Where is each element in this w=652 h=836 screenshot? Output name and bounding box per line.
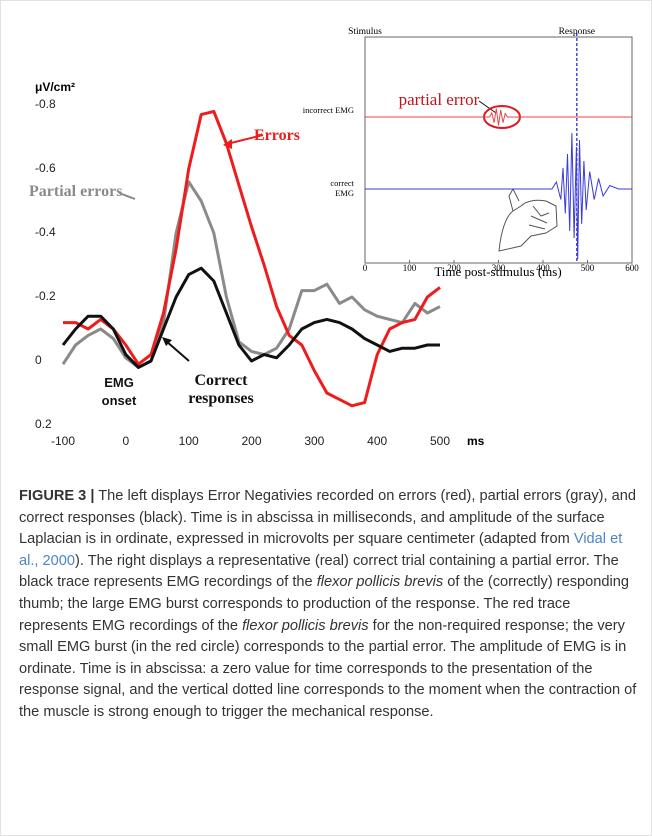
hand-icon	[498, 187, 558, 252]
charts: μV/cm² ms Stimulus Time post-stimulus (m…	[35, 27, 639, 448]
x-unit: ms	[467, 434, 485, 448]
x-tick-label: 400	[367, 434, 387, 448]
x-tick-label: 200	[241, 434, 261, 448]
series-line	[61, 180, 441, 369]
y-tick-label: -0.8	[35, 97, 56, 111]
y-tick-label: 0.2	[35, 417, 52, 431]
arrow	[165, 340, 190, 362]
caption-italic: flexor pollicis brevis	[242, 617, 369, 634]
x-tick-label: 600	[625, 263, 639, 273]
y-tick-label: 0	[35, 353, 42, 367]
x-tick-label: 100	[179, 434, 199, 448]
y-tick-label: -0.4	[35, 225, 56, 239]
caption: FIGURE 3 | The left displays Error Negat…	[19, 486, 637, 724]
series-line	[63, 109, 441, 408]
x-tick-label: 0	[122, 434, 129, 448]
series-line	[61, 266, 440, 369]
caption-text: ). The right displays a representative (…	[19, 552, 619, 591]
y-tick-label: -0.6	[35, 161, 56, 175]
arrow	[478, 100, 497, 114]
caption-text: for the non-required response; the very …	[19, 617, 637, 720]
series-label: Correct responses	[188, 372, 254, 407]
x-tick-label: 300	[304, 434, 324, 448]
x-tick-label: 0	[363, 263, 368, 273]
x-tick-label: 500	[581, 263, 595, 273]
figure-label: FIGURE 3	[19, 488, 87, 504]
stimulus-label: Stimulus	[348, 27, 382, 37]
separator: |	[90, 488, 95, 504]
arrow	[226, 134, 264, 145]
x-tick-label: 200	[447, 263, 461, 273]
y-unit: μV/cm²	[35, 80, 75, 94]
arrows	[118, 134, 264, 362]
caption-italic: flexor pollicis brevis	[316, 574, 444, 591]
x-tick-label: 500	[430, 434, 450, 448]
arrow	[118, 192, 136, 200]
series-line	[365, 132, 632, 260]
x-tick-label: 300	[492, 263, 506, 273]
x-axis-title: Time post-stimulus (ms)	[434, 264, 561, 279]
citation-link[interactable]: Vidal et al., 2000	[19, 531, 623, 569]
annotation: EMG onset	[101, 375, 137, 408]
x-tick-label: 400	[536, 263, 550, 273]
series-label: incorrect EMG	[302, 105, 354, 115]
annotation: partial error	[399, 90, 480, 109]
plot-frame	[364, 36, 633, 264]
x-tick-label: -100	[51, 434, 75, 448]
y-tick-label: -0.2	[35, 289, 56, 303]
caption-text: of the (correctly) responding thumb; the…	[19, 574, 629, 634]
x-tick-label: 100	[403, 263, 417, 273]
series-label: Partial errors	[29, 183, 123, 200]
series-label: correct EMG	[330, 178, 354, 198]
caption-text: The left displays Error Negativies recor…	[19, 488, 637, 548]
series-line	[365, 108, 632, 126]
response-label: Response	[559, 27, 595, 37]
series-label: Errors	[254, 127, 300, 144]
arrowhead	[162, 337, 172, 346]
